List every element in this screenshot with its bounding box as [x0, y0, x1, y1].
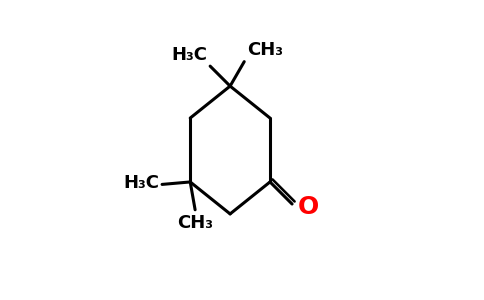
- Text: H₃C: H₃C: [123, 174, 159, 192]
- Text: CH₃: CH₃: [177, 214, 213, 232]
- Text: CH₃: CH₃: [247, 41, 283, 59]
- Text: O: O: [298, 195, 318, 219]
- Text: H₃C: H₃C: [171, 46, 207, 64]
